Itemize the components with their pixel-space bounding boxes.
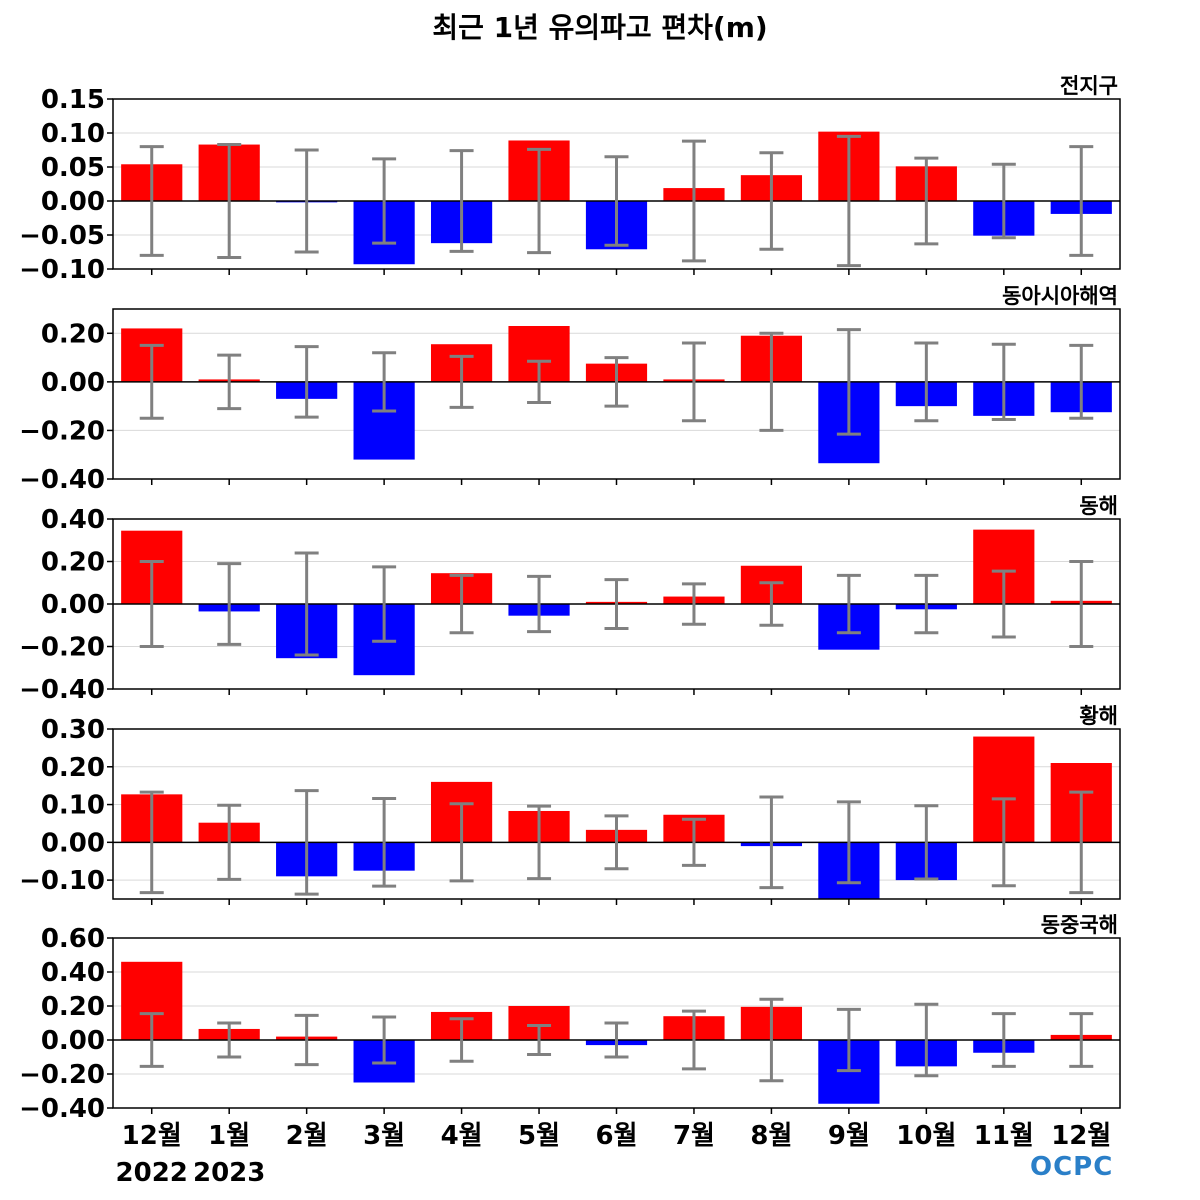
x-tick-label: 3월 — [363, 1121, 405, 1151]
year-label: 2023 — [193, 1158, 265, 1188]
y-tick-label: 0.00 — [41, 590, 105, 620]
y-tick-label: 0.10 — [41, 119, 105, 149]
y-tick-label: 0.20 — [41, 319, 105, 349]
x-tick-label: 7월 — [673, 1121, 715, 1151]
y-tick-label: 0.00 — [41, 368, 105, 398]
y-tick-label: −0.40 — [19, 1094, 105, 1124]
y-tick-label: 0.20 — [41, 753, 105, 783]
panel-name: 황해 — [1079, 704, 1118, 728]
panel-name: 동해 — [1079, 494, 1118, 518]
y-tick-label: −0.40 — [19, 675, 105, 705]
y-tick-label: −0.05 — [19, 221, 105, 251]
y-tick-label: 0.30 — [41, 715, 105, 745]
x-tick-label: 5월 — [518, 1121, 560, 1151]
panel-name: 동중국해 — [1041, 913, 1118, 937]
y-tick-label: −0.10 — [19, 866, 105, 896]
x-tick-label: 8월 — [750, 1121, 792, 1151]
panel-name: 동아시아해역 — [1002, 284, 1118, 308]
x-tick-label: 11월 — [974, 1121, 1034, 1151]
x-tick-label: 10월 — [896, 1121, 956, 1151]
year-label: 2022 — [116, 1158, 188, 1188]
y-tick-label: −0.40 — [19, 465, 105, 495]
x-tick-label: 12월 — [122, 1121, 182, 1151]
x-tick-label: 2월 — [286, 1121, 328, 1151]
panel-name: 전지구 — [1060, 74, 1118, 98]
chart-title: 최근 1년 유의파고 편차(m) — [432, 11, 768, 44]
y-tick-label: 0.00 — [41, 1026, 105, 1056]
panel-frame — [112, 728, 1121, 900]
y-tick-label: −0.20 — [19, 633, 105, 663]
x-tick-label: 9월 — [828, 1121, 870, 1151]
x-tick-label: 4월 — [441, 1121, 483, 1151]
y-tick-label: 0.10 — [41, 791, 105, 821]
y-tick-label: 0.40 — [41, 958, 105, 988]
y-tick-label: 0.40 — [41, 505, 105, 535]
x-tick-label: 6월 — [595, 1121, 637, 1151]
y-tick-label: 0.15 — [41, 85, 105, 115]
y-tick-label: 0.20 — [41, 548, 105, 578]
y-tick-label: 0.20 — [41, 992, 105, 1022]
y-tick-label: 0.00 — [41, 187, 105, 217]
y-tick-label: 0.00 — [41, 828, 105, 858]
y-tick-label: 0.60 — [41, 924, 105, 954]
x-tick-label: 1월 — [208, 1121, 250, 1151]
y-tick-label: 0.05 — [41, 153, 105, 183]
y-tick-label: −0.20 — [19, 416, 105, 446]
x-tick-label: 12월 — [1051, 1121, 1111, 1151]
y-tick-label: −0.10 — [19, 255, 105, 285]
y-tick-label: −0.20 — [19, 1060, 105, 1090]
ocpc-logo: OCPC — [1030, 1152, 1114, 1182]
